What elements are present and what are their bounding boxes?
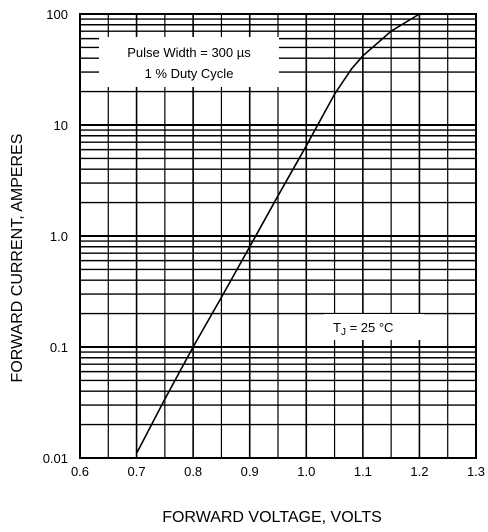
- y-tick-label: 0.01: [43, 451, 68, 466]
- x-tick-label: 1.0: [297, 464, 315, 479]
- data-point: [135, 452, 138, 455]
- y-tick-label: 0.1: [50, 340, 68, 355]
- data-point: [333, 93, 336, 95]
- y-axis-title: FORWARD CURRENT, AMPERES: [9, 134, 26, 383]
- data-point: [418, 13, 421, 15]
- x-tick-label: 0.6: [71, 464, 89, 479]
- temp-symbol: T: [333, 320, 341, 335]
- x-axis-title: FORWARD VOLTAGE, VOLTS: [162, 509, 382, 526]
- x-tick-label: 0.8: [184, 464, 202, 479]
- y-tick-label: 1.0: [50, 229, 68, 244]
- y-tick-label: 100: [46, 7, 68, 22]
- data-point: [277, 195, 279, 197]
- x-tick-label: 1.1: [354, 464, 372, 479]
- temp-value: = 25 °C: [346, 320, 393, 335]
- x-tick-label: 0.9: [241, 464, 259, 479]
- data-point: [164, 398, 166, 400]
- x-tick-label: 0.7: [128, 464, 146, 479]
- data-point: [192, 346, 194, 348]
- x-tick-label: 1.3: [467, 464, 485, 479]
- pulse-width-label: Pulse Width = 300 µs: [127, 45, 251, 60]
- pulse-annotation: Pulse Width = 300 µs 1 % Duty Cycle: [99, 37, 279, 87]
- pulse-annotation-box: [99, 37, 279, 87]
- forward-current-curve: [135, 13, 420, 454]
- x-tick-label: 1.2: [410, 464, 428, 479]
- duty-cycle-label: 1 % Duty Cycle: [145, 66, 234, 81]
- y-tick-label: 10: [54, 118, 68, 133]
- temperature-annotation: TJ = 25 °C: [324, 314, 424, 340]
- temperature-annotation-box: [324, 314, 424, 340]
- x-tick-labels: 0.6 0.7 0.8 0.9 1.0 1.1 1.2 1.3: [71, 464, 485, 479]
- grid: [80, 14, 476, 458]
- y-tick-labels: 0.01 0.1 1.0 10 100: [43, 7, 68, 466]
- junction-temperature-label: TJ = 25 °C: [333, 320, 393, 338]
- data-point: [350, 68, 353, 70]
- data-point: [390, 30, 392, 32]
- data-point: [305, 144, 308, 147]
- data-point: [362, 55, 364, 57]
- plot-frame: [79, 13, 477, 459]
- temp-subscript: J: [341, 327, 346, 338]
- series-layer: [135, 13, 421, 455]
- data-point: [248, 245, 251, 248]
- data-point: [220, 296, 223, 299]
